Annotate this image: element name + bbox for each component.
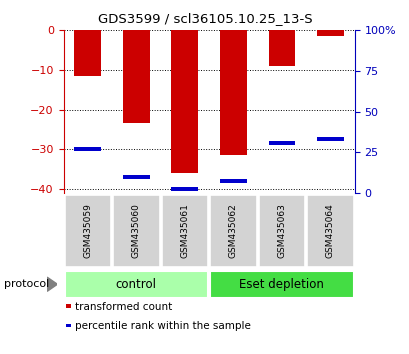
Text: protocol: protocol <box>4 279 49 289</box>
FancyBboxPatch shape <box>209 270 353 298</box>
Bar <box>220 30 246 155</box>
Bar <box>268 30 294 66</box>
FancyBboxPatch shape <box>209 195 256 267</box>
Bar <box>171 30 198 173</box>
Text: GSM435062: GSM435062 <box>228 204 237 258</box>
Text: Eset depletion: Eset depletion <box>239 278 324 291</box>
Text: control: control <box>115 278 156 291</box>
Text: GSM435061: GSM435061 <box>180 204 189 258</box>
FancyBboxPatch shape <box>113 195 159 267</box>
Text: GDS3599 / scl36105.10.25_13-S: GDS3599 / scl36105.10.25_13-S <box>97 12 312 25</box>
Bar <box>171 187 198 191</box>
Bar <box>220 179 246 183</box>
Text: GSM435064: GSM435064 <box>325 204 334 258</box>
Bar <box>74 30 101 76</box>
Bar <box>123 175 149 179</box>
Text: GSM435063: GSM435063 <box>277 204 285 258</box>
Polygon shape <box>47 277 57 291</box>
Text: transformed count: transformed count <box>74 302 171 312</box>
Text: GSM435060: GSM435060 <box>132 204 140 258</box>
FancyBboxPatch shape <box>306 195 353 267</box>
FancyBboxPatch shape <box>161 195 208 267</box>
FancyBboxPatch shape <box>64 195 111 267</box>
FancyBboxPatch shape <box>258 195 304 267</box>
Bar <box>74 147 101 151</box>
Bar <box>316 137 343 141</box>
Bar <box>268 141 294 145</box>
FancyBboxPatch shape <box>64 270 208 298</box>
Text: GSM435059: GSM435059 <box>83 204 92 258</box>
Text: percentile rank within the sample: percentile rank within the sample <box>74 321 250 331</box>
Bar <box>316 30 343 36</box>
Bar <box>123 30 149 124</box>
